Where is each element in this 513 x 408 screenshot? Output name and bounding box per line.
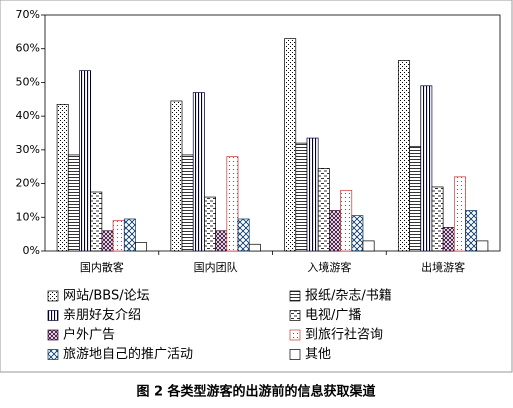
bar [284, 38, 297, 252]
legend-swatch [47, 349, 59, 360]
legend-label: 报纸/杂志/书籍 [305, 288, 392, 304]
y-tick-label: 50% [16, 75, 40, 88]
legend-label: 电视/广播 [305, 308, 361, 323]
bar [317, 168, 330, 252]
bar [420, 85, 433, 252]
bar [397, 60, 410, 252]
legend-label: 其他 [305, 347, 331, 362]
legend-label: 到旅行社咨询 [305, 327, 383, 343]
bar [181, 154, 194, 252]
y-tick-label: 0% [23, 244, 40, 257]
bar [453, 176, 466, 252]
bar [112, 220, 125, 252]
x-tick-label: 入境游客 [307, 260, 351, 274]
bar [192, 92, 205, 252]
legend-label: 旅游地自己的推广活动 [63, 346, 193, 362]
y-tick-label: 20% [16, 177, 40, 190]
legend-swatch [47, 290, 59, 302]
bar [90, 191, 103, 252]
legend-label: 户外广告 [63, 327, 115, 343]
bar [135, 242, 148, 252]
chart-frame [0, 0, 513, 373]
legend-label: 网站/BBS/论坛 [63, 289, 150, 304]
y-tick-label: 70% [16, 8, 40, 21]
bar [101, 230, 114, 252]
y-tick-label: 10% [16, 210, 40, 223]
bar [204, 196, 216, 252]
y-tick-label: 60% [16, 42, 40, 55]
bar [123, 218, 136, 252]
legend-swatch [289, 349, 301, 360]
bar [442, 227, 455, 252]
bar [409, 146, 422, 252]
bar [476, 240, 489, 252]
bar [465, 210, 478, 252]
bar [248, 243, 261, 252]
legend-label: 亲朋好友介绍 [63, 307, 141, 323]
legend-swatch [289, 290, 301, 302]
bar [340, 189, 353, 252]
x-tick-label: 出境游客 [421, 260, 465, 274]
y-tick-label: 30% [16, 143, 40, 156]
bar [362, 240, 375, 252]
chart-title: 图 2 各类型游客的出游前的信息获取渠道 [136, 384, 375, 400]
legend-swatch [47, 329, 59, 341]
legend-swatch [47, 310, 59, 321]
bar [431, 186, 444, 252]
bar [56, 103, 69, 252]
legend-swatch [289, 310, 301, 321]
bar [226, 156, 239, 252]
bar [67, 154, 80, 252]
bar [237, 218, 250, 252]
x-tick-label: 国内团队 [194, 260, 238, 274]
bar [329, 210, 341, 252]
bar [306, 137, 319, 252]
legend-swatch [289, 329, 301, 341]
bar [170, 100, 183, 252]
bar [295, 142, 308, 252]
bar [79, 70, 92, 252]
bar [351, 215, 364, 252]
y-tick-label: 40% [16, 109, 40, 122]
bar [215, 230, 228, 252]
x-tick-label: 国内散客 [80, 260, 124, 274]
